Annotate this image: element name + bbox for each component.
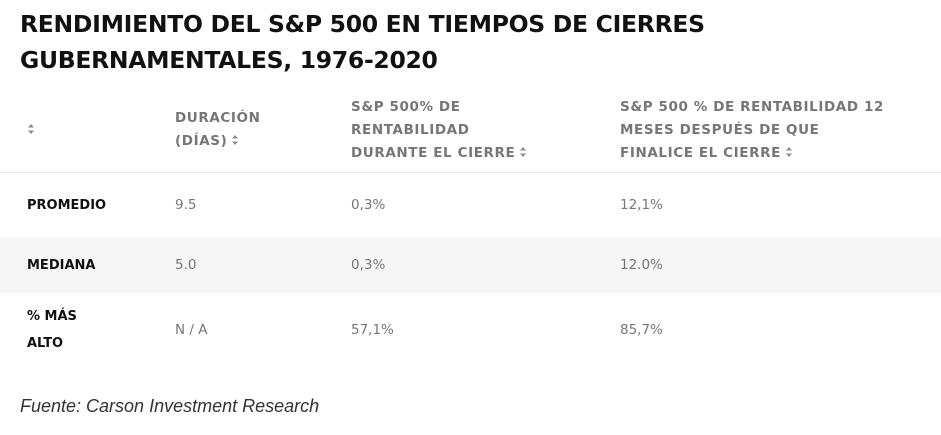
sort-icon[interactable] bbox=[231, 134, 239, 146]
table-cell: 85,7% bbox=[620, 322, 663, 338]
row-label-text: % MÁS ALTO bbox=[27, 309, 77, 351]
table-cell: 5.0 bbox=[162, 237, 338, 293]
source-note: Fuente: Carson Investment Research bbox=[20, 396, 320, 416]
table-header-row: DURACIÓN (DÍAS) S&P 500% DE RENTABILIDAD… bbox=[0, 88, 941, 173]
data-table: DURACIÓN (DÍAS) S&P 500% DE RENTABILIDAD… bbox=[0, 88, 941, 367]
table-cell: 12.0% bbox=[607, 237, 941, 293]
table-cell: 12,1% bbox=[620, 197, 663, 213]
column-header-text: S&P 500 % DE RENTABILIDAD 12 MESES DESPU… bbox=[620, 98, 884, 161]
row-label: MEDIANA bbox=[0, 237, 162, 293]
table-cell: 9.5 bbox=[175, 197, 197, 213]
column-header-label[interactable] bbox=[0, 88, 162, 173]
table-row: MEDIANA 5.0 0,3% 12.0% bbox=[0, 237, 941, 293]
row-label: % MÁS ALTO bbox=[0, 293, 162, 367]
table-row: % MÁS ALTO N / A 57,1% 85,7% bbox=[0, 293, 941, 367]
column-header-return-during[interactable]: S&P 500% DE RENTABILIDAD DURANTE EL CIER… bbox=[338, 88, 607, 173]
table-cell: 0,3% bbox=[338, 237, 607, 293]
sort-icon[interactable] bbox=[785, 146, 793, 158]
table-cell: N / A bbox=[175, 322, 208, 338]
table-row: PROMEDIO 9.5 0,3% 12,1% bbox=[0, 173, 941, 238]
sort-icon[interactable] bbox=[519, 146, 527, 158]
column-header-text: DURACIÓN (DÍAS) bbox=[175, 110, 261, 149]
column-header-duration[interactable]: DURACIÓN (DÍAS) bbox=[162, 88, 338, 173]
column-header-return-after[interactable]: S&P 500 % DE RENTABILIDAD 12 MESES DESPU… bbox=[607, 88, 941, 173]
page-title: RENDIMIENTO DEL S&P 500 EN TIEMPOS DE CI… bbox=[20, 10, 705, 74]
column-header-text: S&P 500% DE RENTABILIDAD DURANTE EL CIER… bbox=[351, 98, 516, 161]
table-cell: 0,3% bbox=[351, 197, 386, 213]
sort-icon[interactable] bbox=[27, 123, 35, 135]
row-label: PROMEDIO bbox=[27, 197, 107, 213]
table-cell: 57,1% bbox=[351, 322, 394, 338]
